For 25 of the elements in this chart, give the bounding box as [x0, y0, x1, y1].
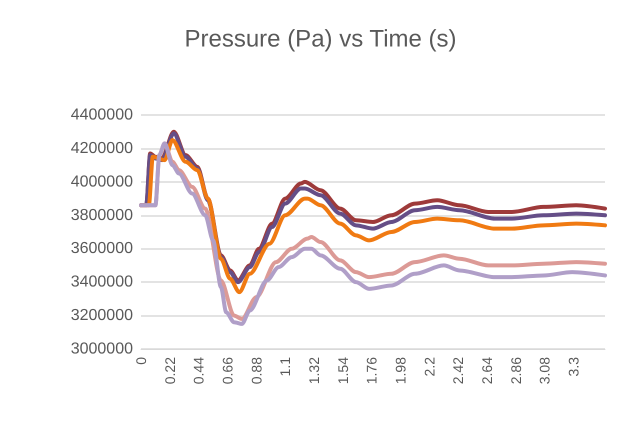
x-tick-label: 0 — [133, 356, 149, 365]
y-tick-label: 3800000 — [70, 206, 134, 224]
x-tick-label: 2.2 — [421, 356, 438, 376]
x-tick-label: 0.22 — [162, 356, 178, 384]
x-tick-label: 3.08 — [536, 356, 553, 384]
x-tick-label: 1.76 — [364, 356, 380, 384]
chart-title: Pressure (Pa) vs Time (s) — [184, 26, 457, 52]
x-tick-label: 1.98 — [392, 356, 409, 384]
y-tick-label: 4200000 — [70, 140, 134, 157]
x-tick-label: 2.42 — [450, 356, 466, 384]
x-tick-label: 3.3 — [566, 356, 582, 376]
x-tick-label: 2.86 — [508, 356, 524, 384]
x-tick-label: 2.64 — [479, 356, 496, 384]
x-tick-label: 0.88 — [248, 356, 264, 384]
x-tick-label: 0.66 — [220, 356, 236, 384]
y-tick-label: 3600000 — [70, 240, 134, 258]
y-tick-label: 4000000 — [70, 173, 134, 190]
x-tick-label: 1.32 — [306, 356, 322, 384]
x-tick-label: 1.54 — [334, 356, 351, 384]
y-tick-label: 3400000 — [70, 274, 134, 291]
y-tick-label: 3200000 — [70, 307, 134, 324]
x-tick-label: 1.1 — [277, 356, 294, 376]
y-tick-label: 3000000 — [70, 340, 134, 358]
x-tick-label: 0.44 — [190, 356, 207, 384]
y-tick-label: 4400000 — [70, 106, 134, 124]
